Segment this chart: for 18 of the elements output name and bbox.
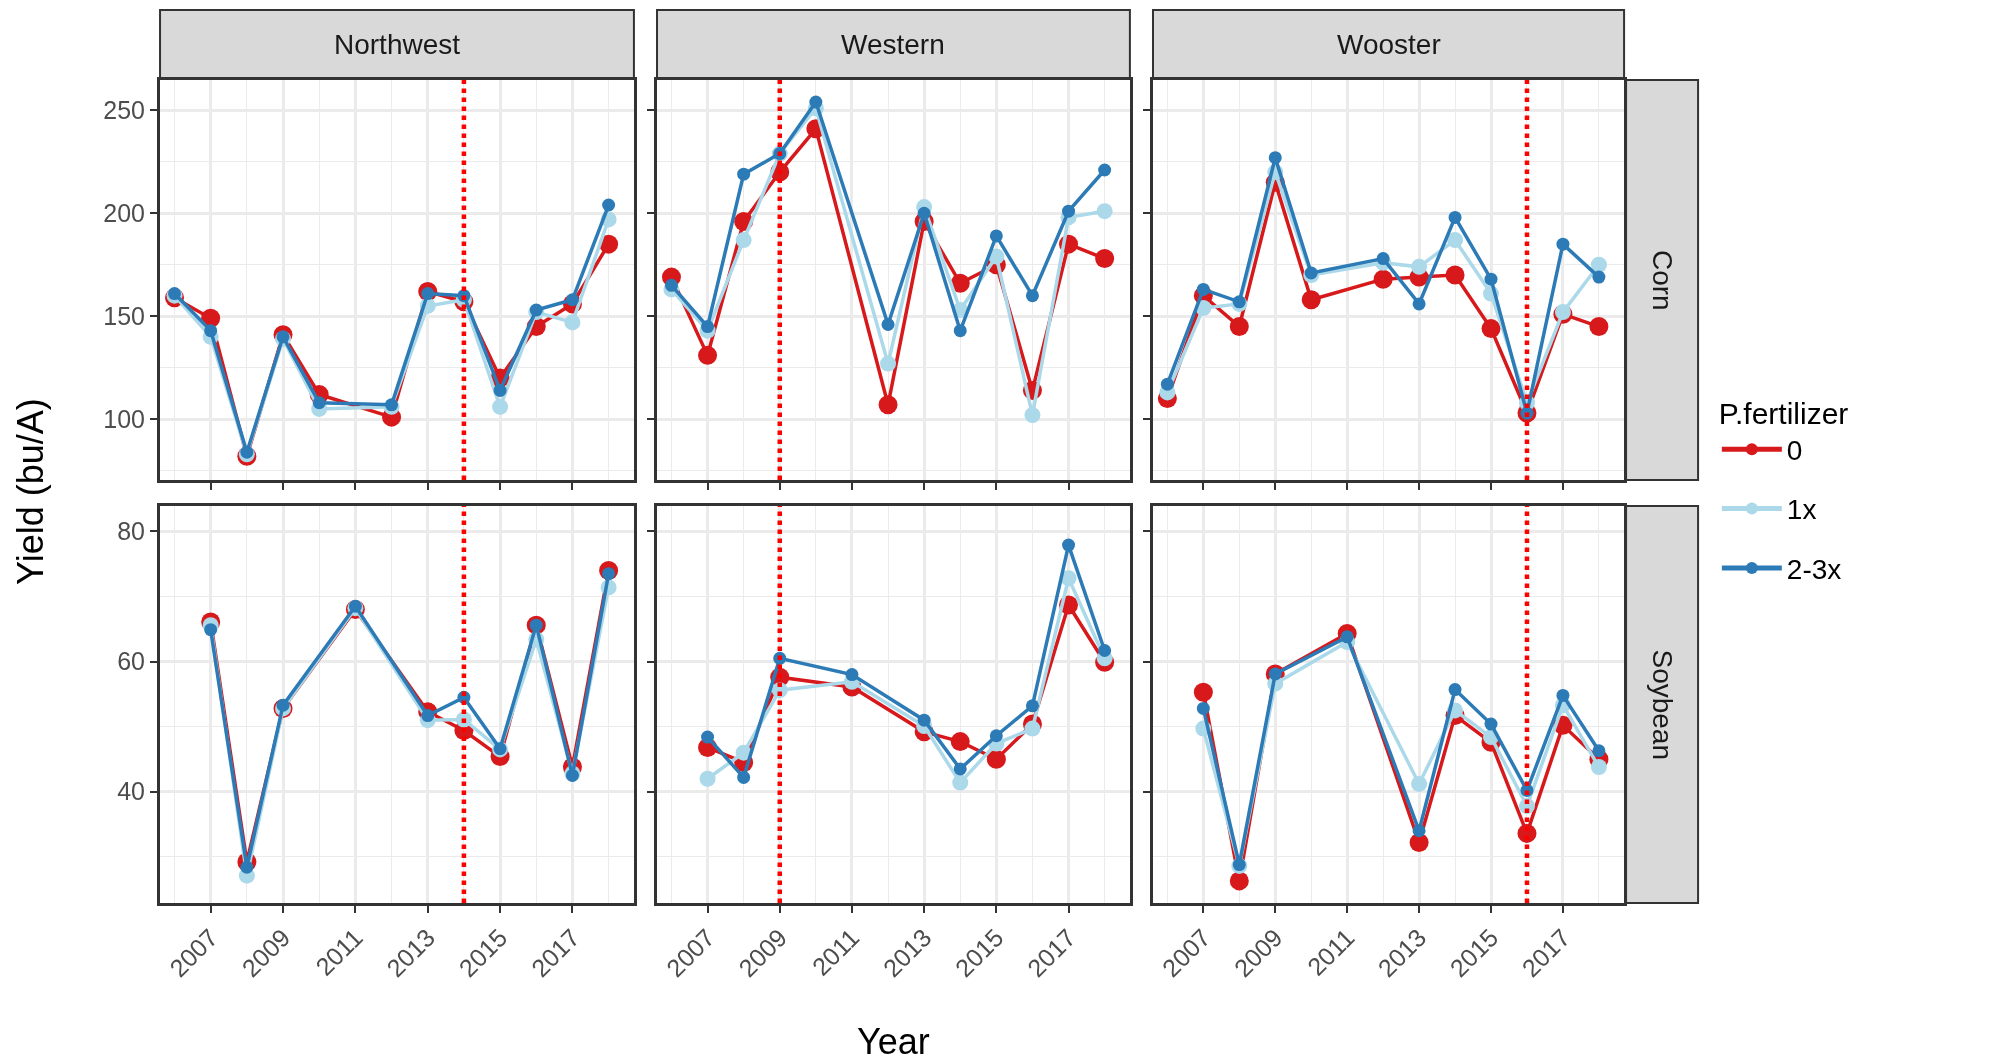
y-tick-label: 60 (117, 647, 146, 676)
y-tick-label: 200 (103, 199, 146, 228)
y-tick-label: 100 (103, 404, 146, 433)
y-axis-title: Yield (bu/A) (10, 398, 52, 586)
chart-title: Northwest (334, 29, 461, 60)
text: Soybean (1646, 649, 1678, 760)
y-tick-label: 250 (103, 96, 146, 125)
legend-label: 1x (1786, 494, 1817, 526)
y-tick-label: 80 (117, 517, 146, 546)
chart-title: Western (841, 29, 945, 60)
chart-title: Wooster (1337, 29, 1441, 60)
legend-label: 0 (1786, 435, 1803, 467)
legend-label: 2-3x (1786, 553, 1842, 585)
legend-title: P.fertilizer (1718, 397, 1849, 431)
text: Corn (1647, 249, 1679, 311)
y-tick-label: 40 (117, 777, 146, 806)
x-axis-title: Year (857, 1021, 930, 1062)
y-tick-label: 150 (103, 301, 146, 330)
